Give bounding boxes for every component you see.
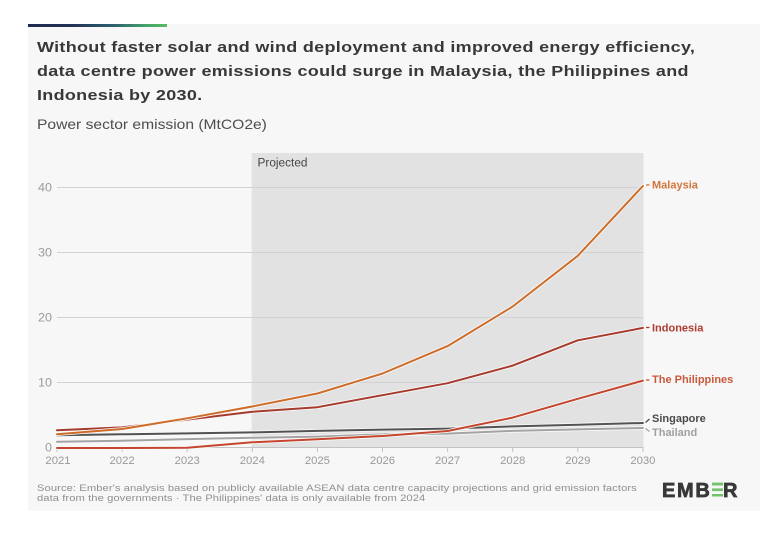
svg-text:20: 20 <box>38 311 52 325</box>
svg-text:2026: 2026 <box>370 455 395 467</box>
svg-text:2024: 2024 <box>240 455 265 467</box>
svg-text:Projected: Projected <box>258 158 308 170</box>
svg-text:40: 40 <box>38 181 52 195</box>
svg-text:Thailand: Thailand <box>652 427 697 439</box>
svg-text:2028: 2028 <box>500 455 525 467</box>
svg-text:2027: 2027 <box>435 455 460 467</box>
svg-text:2022: 2022 <box>110 455 135 467</box>
svg-text:Malaysia: Malaysia <box>652 180 699 192</box>
svg-text:Singapore: Singapore <box>652 413 706 425</box>
svg-text:Indonesia: Indonesia <box>652 323 704 335</box>
svg-text:10: 10 <box>38 376 52 390</box>
svg-text:0: 0 <box>45 441 52 455</box>
svg-text:2025: 2025 <box>305 455 330 467</box>
svg-text:30: 30 <box>38 246 52 260</box>
svg-text:2030: 2030 <box>630 455 655 467</box>
svg-text:2023: 2023 <box>175 455 200 467</box>
svg-text:2029: 2029 <box>565 455 590 467</box>
svg-text:2021: 2021 <box>45 455 70 467</box>
svg-text:The Philippines: The Philippines <box>652 374 733 386</box>
